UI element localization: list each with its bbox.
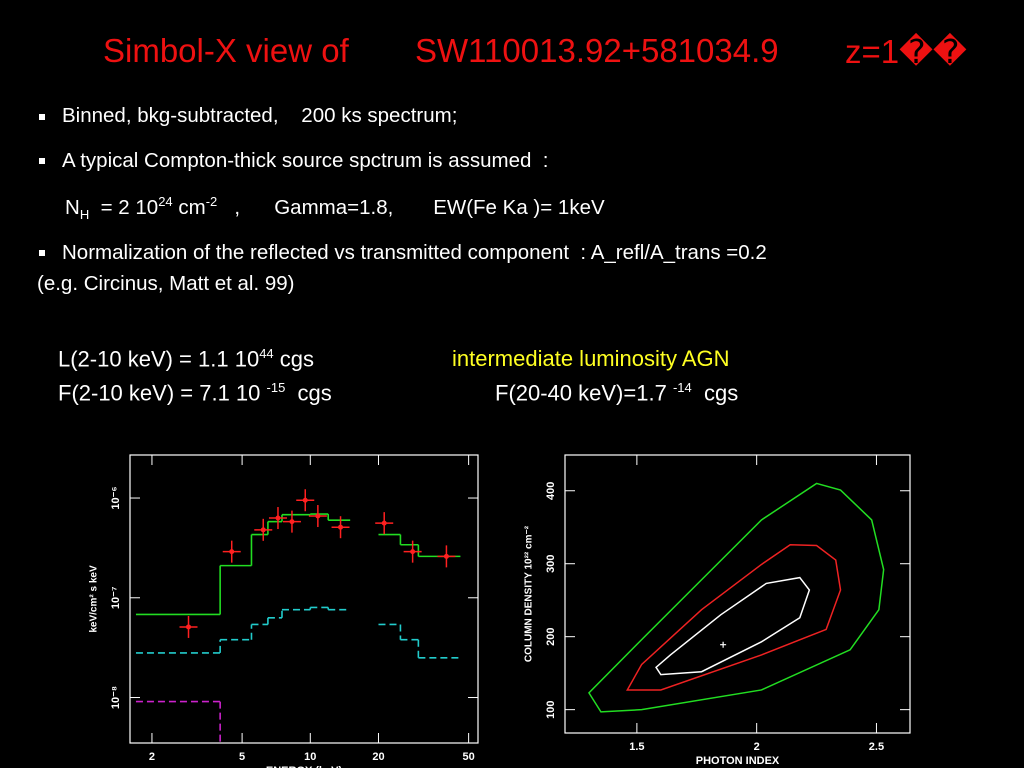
- data-point: [331, 516, 350, 539]
- flux: F(2-10 keV) = 7.1 10 -15 cgs: [58, 380, 332, 406]
- point-dot: [410, 549, 416, 555]
- x-tick-label: 10: [304, 751, 316, 763]
- data-point: [296, 489, 315, 512]
- text: -2: [205, 194, 218, 209]
- data-point: [222, 540, 241, 563]
- data-point: [282, 510, 301, 533]
- point-dot: [443, 553, 449, 559]
- contour: [626, 543, 842, 691]
- bullet-marker: [39, 250, 45, 256]
- data-point: [179, 615, 198, 638]
- x-tick-label: 50: [462, 751, 474, 763]
- text: H: [79, 206, 90, 222]
- title: SW110013.92+581034.9: [415, 32, 779, 69]
- data-point: [403, 540, 422, 563]
- contour: [655, 576, 811, 676]
- flux: F(20-40 keV)=1.7 -14 cgs: [495, 380, 738, 406]
- x-tick-label: 1.5: [629, 741, 644, 753]
- text: cgs: [297, 380, 332, 406]
- data-point: [308, 505, 327, 528]
- text: EW(Fe Ka )= 1keV: [433, 195, 605, 219]
- point-dot: [289, 519, 295, 525]
- point-dot: [315, 513, 321, 519]
- best-fit: [720, 641, 727, 648]
- text: L(2-10 keV) = 1.1 10: [58, 346, 260, 372]
- text: cgs: [279, 346, 315, 372]
- y-tick-label: 100: [545, 700, 557, 718]
- text: 24: [158, 194, 173, 209]
- x-axis-label: ENERGY (keV): [266, 765, 343, 768]
- text: cgs: [703, 380, 739, 406]
- y-tick-label: 300: [545, 555, 557, 573]
- y-axis-label: keV/cm² s keV: [89, 565, 100, 633]
- point-dot: [275, 515, 281, 521]
- data-point: [437, 545, 456, 568]
- point-dot: [381, 520, 387, 526]
- plot-frame: [564, 454, 911, 734]
- y-tick-label: 400: [545, 482, 557, 500]
- text: -15: [266, 380, 286, 395]
- bullet: (e.g. Circinus, Matt et al. 99): [37, 272, 295, 295]
- bullet: A typical Compton-thick source spctrum i…: [62, 149, 549, 172]
- text: N: [65, 195, 80, 219]
- x-tick-label: 2.5: [869, 741, 884, 753]
- parameters: NH = 2 1024 cm-2 , Gamma=1.8, EW(Fe Ka )…: [65, 194, 605, 222]
- title: Simbol-X view of: [103, 32, 349, 69]
- title: z=1��: [845, 33, 967, 70]
- bullet: Normalization of the reflected vs transm…: [62, 241, 767, 264]
- point-dot: [302, 497, 308, 503]
- contour: [588, 482, 885, 713]
- y-tick-label: 10⁻⁶: [110, 486, 122, 509]
- plot-frame: [129, 454, 479, 744]
- x-tick-label: 20: [372, 751, 384, 763]
- point-dot: [338, 524, 344, 530]
- text: F(2-10 keV) = 7.1 10: [58, 380, 261, 406]
- x-axis-label: PHOTON INDEX: [696, 755, 780, 767]
- x-tick-label: 2: [754, 741, 760, 753]
- x-tick-label: 2: [149, 751, 155, 763]
- data-point: [254, 518, 273, 541]
- agn-class: intermediate luminosity AGN: [452, 346, 730, 371]
- text: Gamma=1.8,: [274, 195, 394, 219]
- data-point: [375, 512, 394, 535]
- luminosity: L(2-10 keV) = 1.1 1044 cgs: [58, 346, 314, 372]
- text: F(20-40 keV)=1.7: [495, 380, 667, 406]
- bullet-marker: [39, 114, 45, 120]
- x-tick-label: 5: [239, 751, 245, 763]
- data-point: [268, 507, 287, 530]
- y-tick-label: 200: [545, 628, 557, 646]
- point-dot: [260, 527, 266, 533]
- y-tick-label: 10⁻⁷: [110, 586, 122, 609]
- y-tick-label: 10⁻⁸: [110, 686, 122, 709]
- text: = 2 10: [100, 195, 159, 219]
- bullet-marker: [39, 158, 45, 164]
- bullet: Binned, bkg-subtracted, 200 ks spectrum;: [62, 104, 458, 127]
- y-axis-label: COLUMN DENSITY 10²² cm⁻²: [524, 525, 535, 662]
- text: cm: [178, 195, 206, 219]
- point-dot: [229, 549, 235, 555]
- text: -14: [672, 380, 692, 395]
- text: 44: [259, 346, 274, 361]
- text: ,: [234, 195, 241, 219]
- point-dot: [186, 624, 192, 630]
